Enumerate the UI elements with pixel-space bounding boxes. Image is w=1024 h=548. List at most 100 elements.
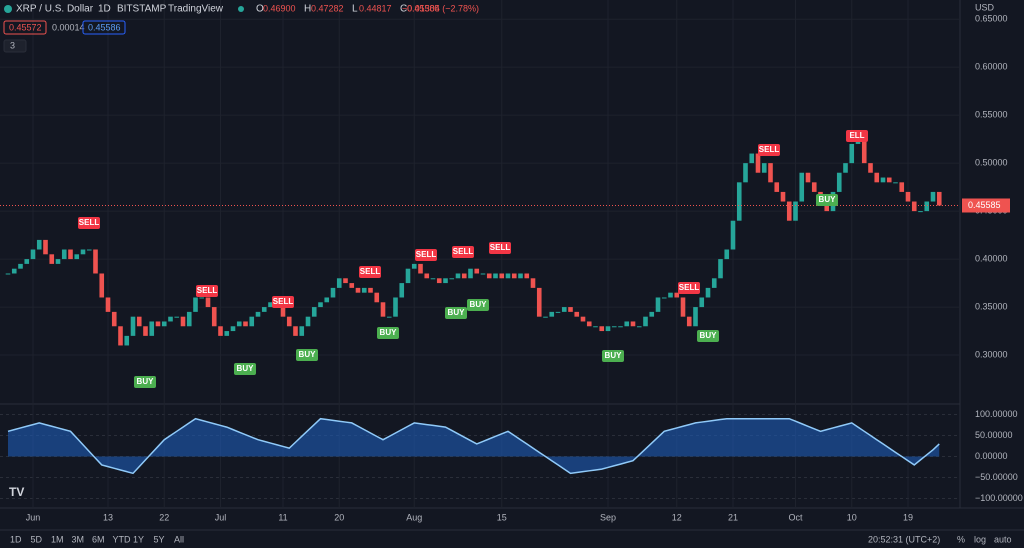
candle — [674, 292, 680, 298]
sell-box — [452, 246, 474, 258]
range-button[interactable]: 5D — [31, 534, 43, 544]
candle — [74, 254, 80, 260]
candle — [580, 316, 586, 322]
ohlc-label: L — [352, 4, 358, 15]
candle — [374, 292, 380, 303]
candle — [893, 182, 898, 184]
range-button[interactable]: All — [174, 534, 184, 544]
buy-box — [467, 299, 489, 311]
indicator-count[interactable]: 3 — [10, 40, 15, 50]
candle — [505, 273, 511, 279]
candle — [443, 278, 448, 284]
sell-signal: SELL — [416, 250, 437, 259]
buy-box — [234, 363, 256, 375]
range-button[interactable]: 3M — [72, 534, 85, 544]
candle — [311, 307, 317, 317]
ohlc-label: C — [400, 4, 407, 15]
candle — [361, 287, 367, 293]
range-button[interactable]: 1M — [51, 534, 64, 544]
range-button[interactable]: 1Y — [133, 534, 144, 544]
symbol-icon — [4, 5, 12, 13]
candle — [49, 254, 55, 264]
candle — [711, 278, 717, 288]
candle — [243, 321, 248, 327]
candle — [343, 278, 348, 284]
y2-tick-label: 100.00000 — [975, 409, 1018, 419]
interval[interactable]: 1D — [98, 4, 111, 15]
candle — [405, 268, 411, 284]
buy-signal: BUY — [819, 195, 837, 204]
candle — [105, 297, 111, 312]
sell-box — [415, 249, 437, 261]
x-tick-label: Oct — [788, 512, 803, 522]
buy-box — [134, 376, 156, 388]
indicator-toggle[interactable] — [3, 39, 27, 53]
candle — [724, 249, 730, 260]
candle — [393, 297, 398, 317]
percent[interactable]: % — [957, 534, 965, 544]
candle — [111, 311, 117, 327]
candle — [430, 278, 436, 280]
range-button[interactable]: 1D — [10, 534, 22, 544]
x-tick-label: Aug — [406, 512, 422, 522]
candle — [918, 211, 923, 213]
buy-signal: BUY — [137, 377, 155, 386]
sell-signal: SELL — [679, 283, 700, 292]
candle — [268, 302, 273, 308]
candle — [186, 311, 192, 327]
candle — [593, 326, 598, 328]
ask-box[interactable] — [82, 20, 126, 35]
candle — [255, 311, 261, 317]
y2-tick-label: −50.00000 — [975, 472, 1018, 482]
sell-box — [196, 285, 218, 297]
candle — [386, 316, 392, 318]
candle — [480, 273, 486, 275]
x-tick-label: Jul — [215, 512, 227, 522]
range-button[interactable]: YTD — [113, 534, 132, 544]
candle — [305, 316, 311, 327]
buy-box — [377, 327, 399, 339]
bid[interactable]: 0.45572 — [9, 22, 42, 32]
buy-box — [296, 349, 318, 361]
candle — [661, 297, 667, 299]
change: −0.01304 (−2.78%) — [402, 3, 479, 13]
bid-box[interactable] — [3, 20, 47, 35]
candle — [774, 182, 780, 192]
candle — [36, 239, 42, 250]
symbol[interactable]: XRP / U.S. Dollar — [16, 4, 94, 15]
candle — [218, 326, 223, 336]
log[interactable]: log — [974, 534, 986, 544]
candle — [499, 273, 505, 279]
candle — [449, 278, 455, 280]
candle — [161, 321, 167, 327]
buy-signal: BUY — [470, 300, 488, 309]
candle — [924, 201, 930, 212]
candle — [55, 259, 61, 264]
candle — [786, 201, 792, 221]
oscillator-line — [7, 417, 940, 475]
ohlc-value: 0.45585 — [407, 3, 440, 13]
candle — [5, 273, 11, 275]
currency[interactable]: USD — [975, 2, 995, 12]
candle — [436, 278, 442, 284]
candle — [930, 191, 936, 202]
range-button[interactable]: 5Y — [154, 534, 165, 544]
ask[interactable]: 0.45586 — [88, 22, 121, 32]
y-tick-label: 0.55000 — [975, 110, 1008, 120]
candle — [93, 249, 98, 274]
candle — [318, 302, 323, 308]
buy-signal: BUY — [448, 308, 466, 317]
buy-box — [602, 350, 624, 362]
candle — [536, 287, 542, 317]
candle — [568, 307, 573, 312]
candle — [518, 273, 523, 279]
candle — [749, 153, 755, 164]
y-tick-label: 0.50000 — [975, 158, 1008, 168]
candle — [805, 172, 811, 183]
sell-signal: ELL — [849, 131, 864, 140]
range-button[interactable]: 6M — [92, 534, 105, 544]
candle — [599, 326, 605, 332]
x-tick-label: 11 — [278, 512, 287, 522]
candle — [330, 287, 336, 298]
auto[interactable]: auto — [994, 534, 1012, 544]
